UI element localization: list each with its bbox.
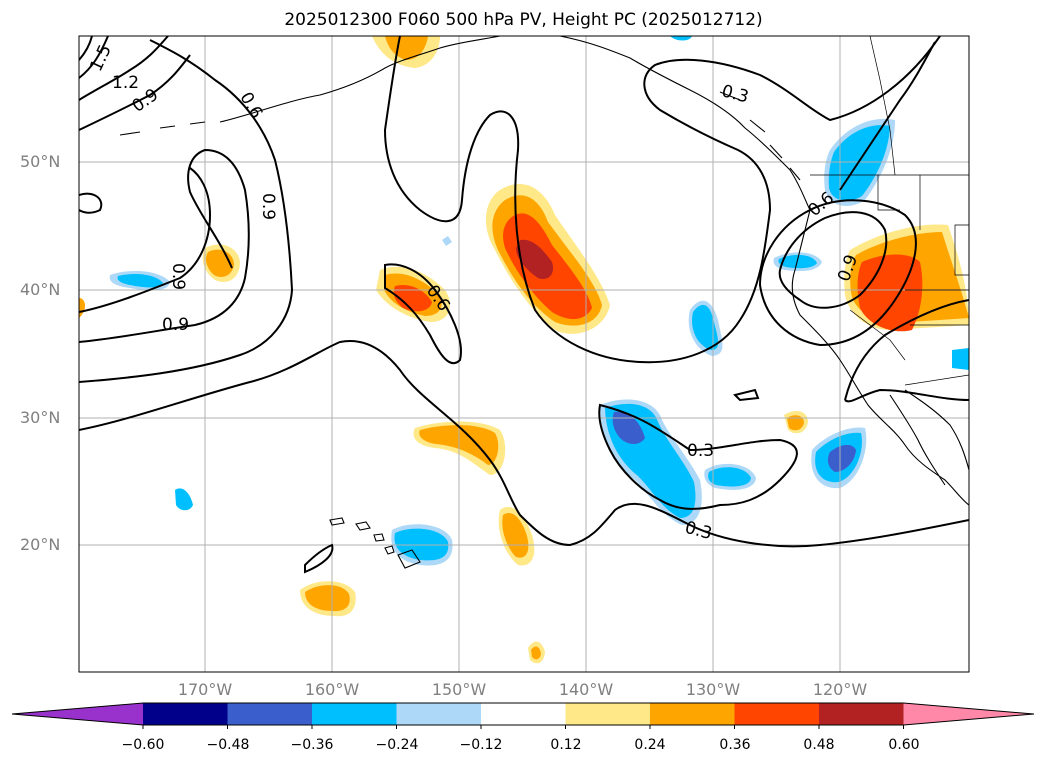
contour-line-19 bbox=[733, 388, 760, 402]
contour-line-5 bbox=[79, 54, 191, 131]
colorbar-segment bbox=[396, 703, 482, 725]
coastline-hawaii-4 bbox=[384, 545, 395, 555]
map-frame bbox=[78, 35, 970, 673]
colorbar-segment bbox=[734, 703, 820, 725]
contour-line-13 bbox=[844, 388, 969, 403]
coastline-hawaii-1 bbox=[329, 517, 345, 526]
coastline-hawaii-3 bbox=[373, 533, 385, 542]
chart-title: 2025012300 F060 500 hPa PV, Height PC (2… bbox=[284, 10, 763, 30]
lat-label-20n: 20°N bbox=[20, 535, 61, 554]
pv-negative-blob-5-mid bbox=[692, 304, 719, 350]
pv-negative-blob-10 bbox=[952, 348, 969, 370]
coastlines bbox=[119, 36, 969, 569]
colorbar-extend-min bbox=[12, 703, 143, 725]
contour-line-8 bbox=[79, 36, 93, 61]
contour-label-5: 0.9 bbox=[258, 193, 278, 220]
coastline-west-us bbox=[791, 209, 969, 506]
pv-negative-blob-12 bbox=[442, 236, 452, 246]
colorbar-segment bbox=[650, 703, 735, 725]
pv-positive-blob-11 bbox=[79, 298, 86, 318]
political-borders bbox=[810, 36, 969, 386]
coastline-gulf-california bbox=[904, 389, 969, 471]
border-states-2 bbox=[849, 289, 969, 361]
pv-negative-blob-4-mid bbox=[828, 125, 890, 201]
pv-positive-blob-6-mid bbox=[502, 512, 529, 558]
coastline-alaska-south bbox=[559, 36, 811, 211]
colorbar-tick-7: 0.24 bbox=[634, 737, 666, 753]
contour-line-2 bbox=[79, 39, 294, 383]
pv-positive-blob-2-strong bbox=[393, 284, 432, 312]
contour-line-12 bbox=[598, 403, 798, 510]
colorbar-segment bbox=[227, 703, 313, 725]
contour-line-16 bbox=[844, 299, 969, 401]
lat-label-40n: 40°N bbox=[20, 280, 61, 299]
height-contours bbox=[79, 36, 969, 574]
contour-line-1 bbox=[79, 340, 969, 548]
contour-line-18 bbox=[304, 543, 334, 574]
colorbar-segment bbox=[819, 703, 904, 725]
contour-line-3 bbox=[79, 148, 250, 343]
colorbar-tick-10: 0.60 bbox=[888, 737, 920, 753]
colorbar-tick-2: −0.48 bbox=[206, 737, 250, 753]
colorbar-segment bbox=[565, 703, 651, 725]
contour-label-12: 0.3 bbox=[687, 441, 714, 461]
lon-label-150w: 150°W bbox=[431, 680, 487, 699]
contour-line-11 bbox=[384, 263, 462, 365]
colorbar bbox=[11, 702, 1035, 729]
pv-positive-blob-central-max bbox=[516, 239, 554, 280]
coastline-bc-islands bbox=[719, 91, 801, 181]
contour-label-7: 0.9 bbox=[162, 315, 189, 335]
colorbar-tick-5: −0.12 bbox=[459, 737, 503, 753]
colorbar-tick-9: 0.48 bbox=[803, 737, 835, 753]
map-area bbox=[79, 36, 969, 672]
pv-positive-blob-9-mid bbox=[787, 415, 804, 431]
border-us-mexico bbox=[904, 374, 969, 386]
contour-line-6 bbox=[79, 36, 169, 101]
colorbar-tick-4: −0.24 bbox=[375, 737, 419, 753]
pv-negative-blob-1-strong bbox=[612, 411, 645, 444]
lat-label-50n: 50°N bbox=[20, 152, 61, 171]
pv-positive-blob-7-mid bbox=[305, 585, 350, 612]
contour-line-10 bbox=[383, 36, 941, 364]
contour-line-7 bbox=[79, 36, 109, 79]
colorbar-tick-3: −0.36 bbox=[290, 737, 334, 753]
coastline-aleutians bbox=[119, 121, 206, 136]
contour-label-2: 1.2 bbox=[112, 73, 139, 93]
contour-label-6: 0.9 bbox=[168, 263, 188, 290]
lat-label-30n: 30°N bbox=[20, 408, 61, 427]
contour-line-4 bbox=[79, 167, 212, 313]
colorbar-segment bbox=[481, 703, 566, 725]
coastline-hawaii-2 bbox=[355, 521, 371, 531]
contour-line-9 bbox=[79, 192, 103, 214]
pv-negative-blob-6-mid bbox=[708, 467, 751, 487]
lon-label-170w: 170°W bbox=[177, 680, 233, 699]
pv-negative-blob-9 bbox=[175, 488, 193, 511]
pv-negative-blob-11 bbox=[670, 36, 692, 41]
coastline-alaska-peninsula bbox=[219, 36, 501, 123]
pv-negative-blob-7-mid bbox=[117, 274, 163, 288]
colorbar-tick-8: 0.36 bbox=[719, 737, 751, 753]
lon-label-140w: 140°W bbox=[558, 680, 614, 699]
colorbar-segment bbox=[143, 703, 228, 725]
border-canada-provinces bbox=[869, 36, 896, 176]
lon-label-120w: 120°W bbox=[812, 680, 868, 699]
contour-line-14 bbox=[778, 211, 888, 309]
graticule bbox=[79, 36, 969, 672]
lon-label-130w: 130°W bbox=[685, 680, 741, 699]
colorbar-segment bbox=[312, 703, 397, 725]
pv-negative-blob-3-strong bbox=[827, 444, 856, 472]
border-states-1 bbox=[877, 175, 969, 276]
pv-negative-blob-8-mid bbox=[778, 254, 817, 269]
pv-positive-blob-10-strong bbox=[857, 254, 923, 332]
contour-line-15 bbox=[758, 199, 917, 347]
coastline-hawaii-5 bbox=[397, 549, 421, 569]
colorbar-extend-max bbox=[903, 703, 1034, 725]
coastline-baja bbox=[889, 394, 946, 486]
contour-line-17 bbox=[839, 41, 936, 191]
lon-label-160w: 160°W bbox=[304, 680, 360, 699]
colorbar-tick-6: 0.12 bbox=[550, 737, 582, 753]
colorbar-tick-1: −0.60 bbox=[121, 737, 165, 753]
pv-positive-blob-8-mid bbox=[531, 646, 541, 660]
